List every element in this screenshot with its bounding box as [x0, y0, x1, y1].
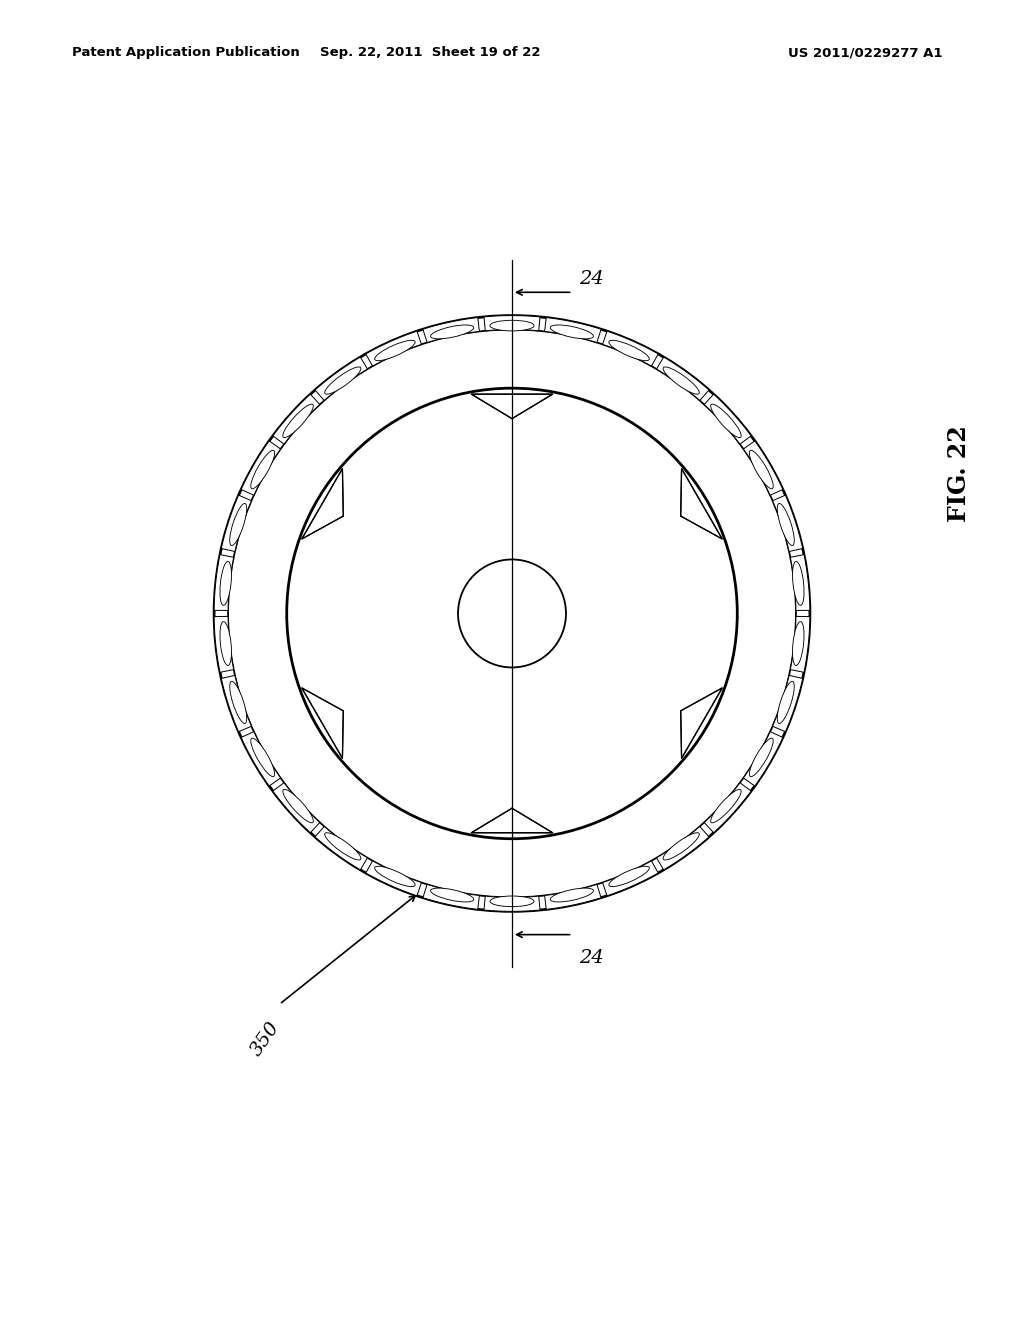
Ellipse shape: [664, 833, 699, 861]
Ellipse shape: [220, 622, 231, 665]
Polygon shape: [241, 441, 281, 495]
Text: 350: 350: [247, 1019, 284, 1059]
Ellipse shape: [325, 833, 360, 861]
Text: US 2011/0229277 A1: US 2011/0229277 A1: [788, 46, 943, 59]
Text: Patent Application Publication: Patent Application Publication: [72, 46, 299, 59]
Polygon shape: [545, 884, 601, 909]
Polygon shape: [656, 356, 709, 400]
Polygon shape: [602, 331, 658, 366]
Polygon shape: [423, 884, 479, 909]
Circle shape: [458, 560, 566, 668]
Polygon shape: [315, 826, 368, 870]
Ellipse shape: [489, 896, 535, 907]
Polygon shape: [315, 356, 368, 400]
Ellipse shape: [711, 789, 741, 822]
Ellipse shape: [609, 866, 649, 887]
Ellipse shape: [283, 404, 313, 438]
Polygon shape: [681, 469, 722, 539]
Polygon shape: [743, 731, 783, 785]
Polygon shape: [214, 554, 233, 610]
Ellipse shape: [251, 738, 274, 776]
Polygon shape: [705, 395, 752, 444]
Polygon shape: [772, 676, 803, 731]
Ellipse shape: [550, 325, 594, 339]
Polygon shape: [471, 395, 553, 418]
Polygon shape: [705, 783, 752, 833]
Ellipse shape: [489, 321, 535, 331]
Polygon shape: [791, 554, 810, 610]
Polygon shape: [214, 616, 233, 672]
Polygon shape: [772, 495, 803, 552]
Polygon shape: [272, 783, 319, 833]
Polygon shape: [221, 676, 252, 731]
Ellipse shape: [283, 789, 313, 822]
Polygon shape: [471, 808, 553, 833]
Ellipse shape: [609, 341, 649, 360]
Ellipse shape: [750, 738, 773, 776]
Ellipse shape: [777, 503, 795, 545]
Polygon shape: [656, 826, 709, 870]
Ellipse shape: [220, 561, 231, 606]
Text: Sep. 22, 2011  Sheet 19 of 22: Sep. 22, 2011 Sheet 19 of 22: [319, 46, 541, 59]
Polygon shape: [302, 469, 343, 539]
Text: 24: 24: [579, 269, 604, 288]
Polygon shape: [366, 331, 422, 366]
Polygon shape: [241, 731, 281, 785]
Polygon shape: [602, 861, 658, 896]
Text: FIG. 22: FIG. 22: [947, 425, 971, 523]
Polygon shape: [484, 315, 540, 331]
Ellipse shape: [793, 561, 804, 606]
Ellipse shape: [375, 866, 415, 887]
Polygon shape: [423, 318, 479, 342]
Polygon shape: [272, 395, 319, 444]
Ellipse shape: [325, 367, 360, 395]
Ellipse shape: [793, 622, 804, 665]
Polygon shape: [681, 688, 722, 758]
Ellipse shape: [711, 404, 741, 438]
Ellipse shape: [251, 450, 274, 488]
Ellipse shape: [229, 681, 247, 723]
Polygon shape: [366, 861, 422, 896]
Ellipse shape: [430, 325, 474, 339]
Polygon shape: [221, 495, 252, 552]
Polygon shape: [302, 688, 343, 758]
Ellipse shape: [229, 503, 247, 545]
Ellipse shape: [750, 450, 773, 488]
Polygon shape: [484, 896, 540, 911]
Ellipse shape: [777, 681, 795, 723]
Circle shape: [214, 315, 810, 911]
Text: 24: 24: [579, 949, 604, 966]
Polygon shape: [743, 441, 783, 495]
Ellipse shape: [375, 341, 415, 360]
Polygon shape: [791, 616, 810, 672]
Ellipse shape: [430, 888, 474, 902]
Ellipse shape: [550, 888, 594, 902]
Ellipse shape: [664, 367, 699, 395]
Polygon shape: [545, 318, 601, 342]
